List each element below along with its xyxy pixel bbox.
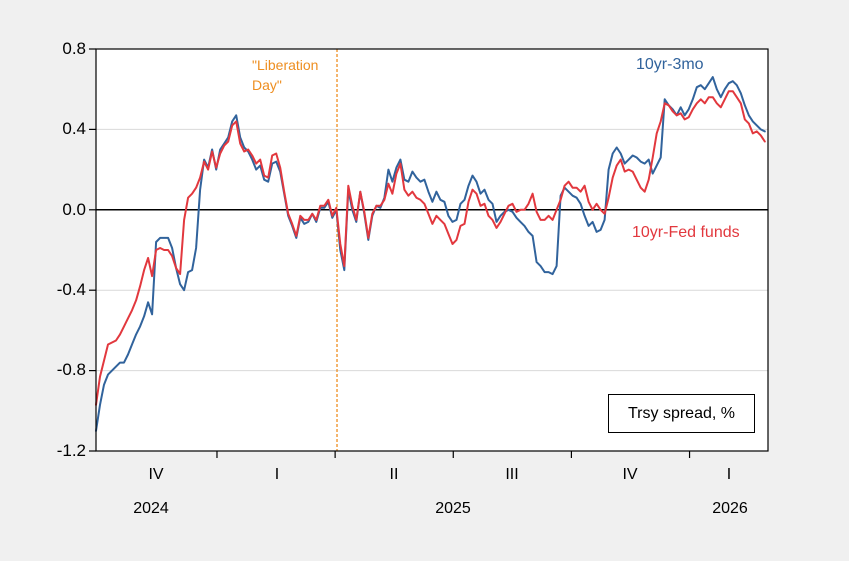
y-axis-label: -1.2 — [56, 441, 86, 460]
legend-box: Trsy spread, % — [608, 394, 755, 433]
x-axis-quarter-label: III — [505, 466, 519, 483]
y-axis-label: 0.8 — [62, 39, 86, 58]
x-axis-quarter-label: IV — [148, 466, 164, 483]
y-axis-label: 0.4 — [62, 119, 86, 138]
y-axis-label: -0.4 — [56, 280, 86, 299]
liberation-day-annotation: "Liberation Day" — [252, 57, 319, 93]
y-axis-label: -0.8 — [56, 360, 86, 379]
year-label: 2025 — [435, 500, 471, 517]
series-line-10yr-Fed funds — [95, 90, 766, 406]
x-axis-quarter-label: IV — [622, 466, 638, 483]
x-axis-quarter-label: I — [726, 466, 732, 483]
x-axis-quarter-label: I — [274, 466, 280, 483]
legend-box-label: Trsy spread, % — [628, 404, 735, 422]
year-label: 2026 — [712, 500, 748, 517]
x-axis-quarter-label: II — [389, 466, 399, 483]
year-label: 2024 — [133, 500, 169, 517]
series-label-10yr-fed-funds: 10yr-Fed funds — [632, 224, 740, 241]
series-label-10yr-3mo: 10yr-3mo — [636, 56, 704, 73]
plot-area — [96, 49, 768, 451]
y-axis-label: 0.0 — [62, 200, 86, 219]
plot-border — [95, 48, 769, 452]
